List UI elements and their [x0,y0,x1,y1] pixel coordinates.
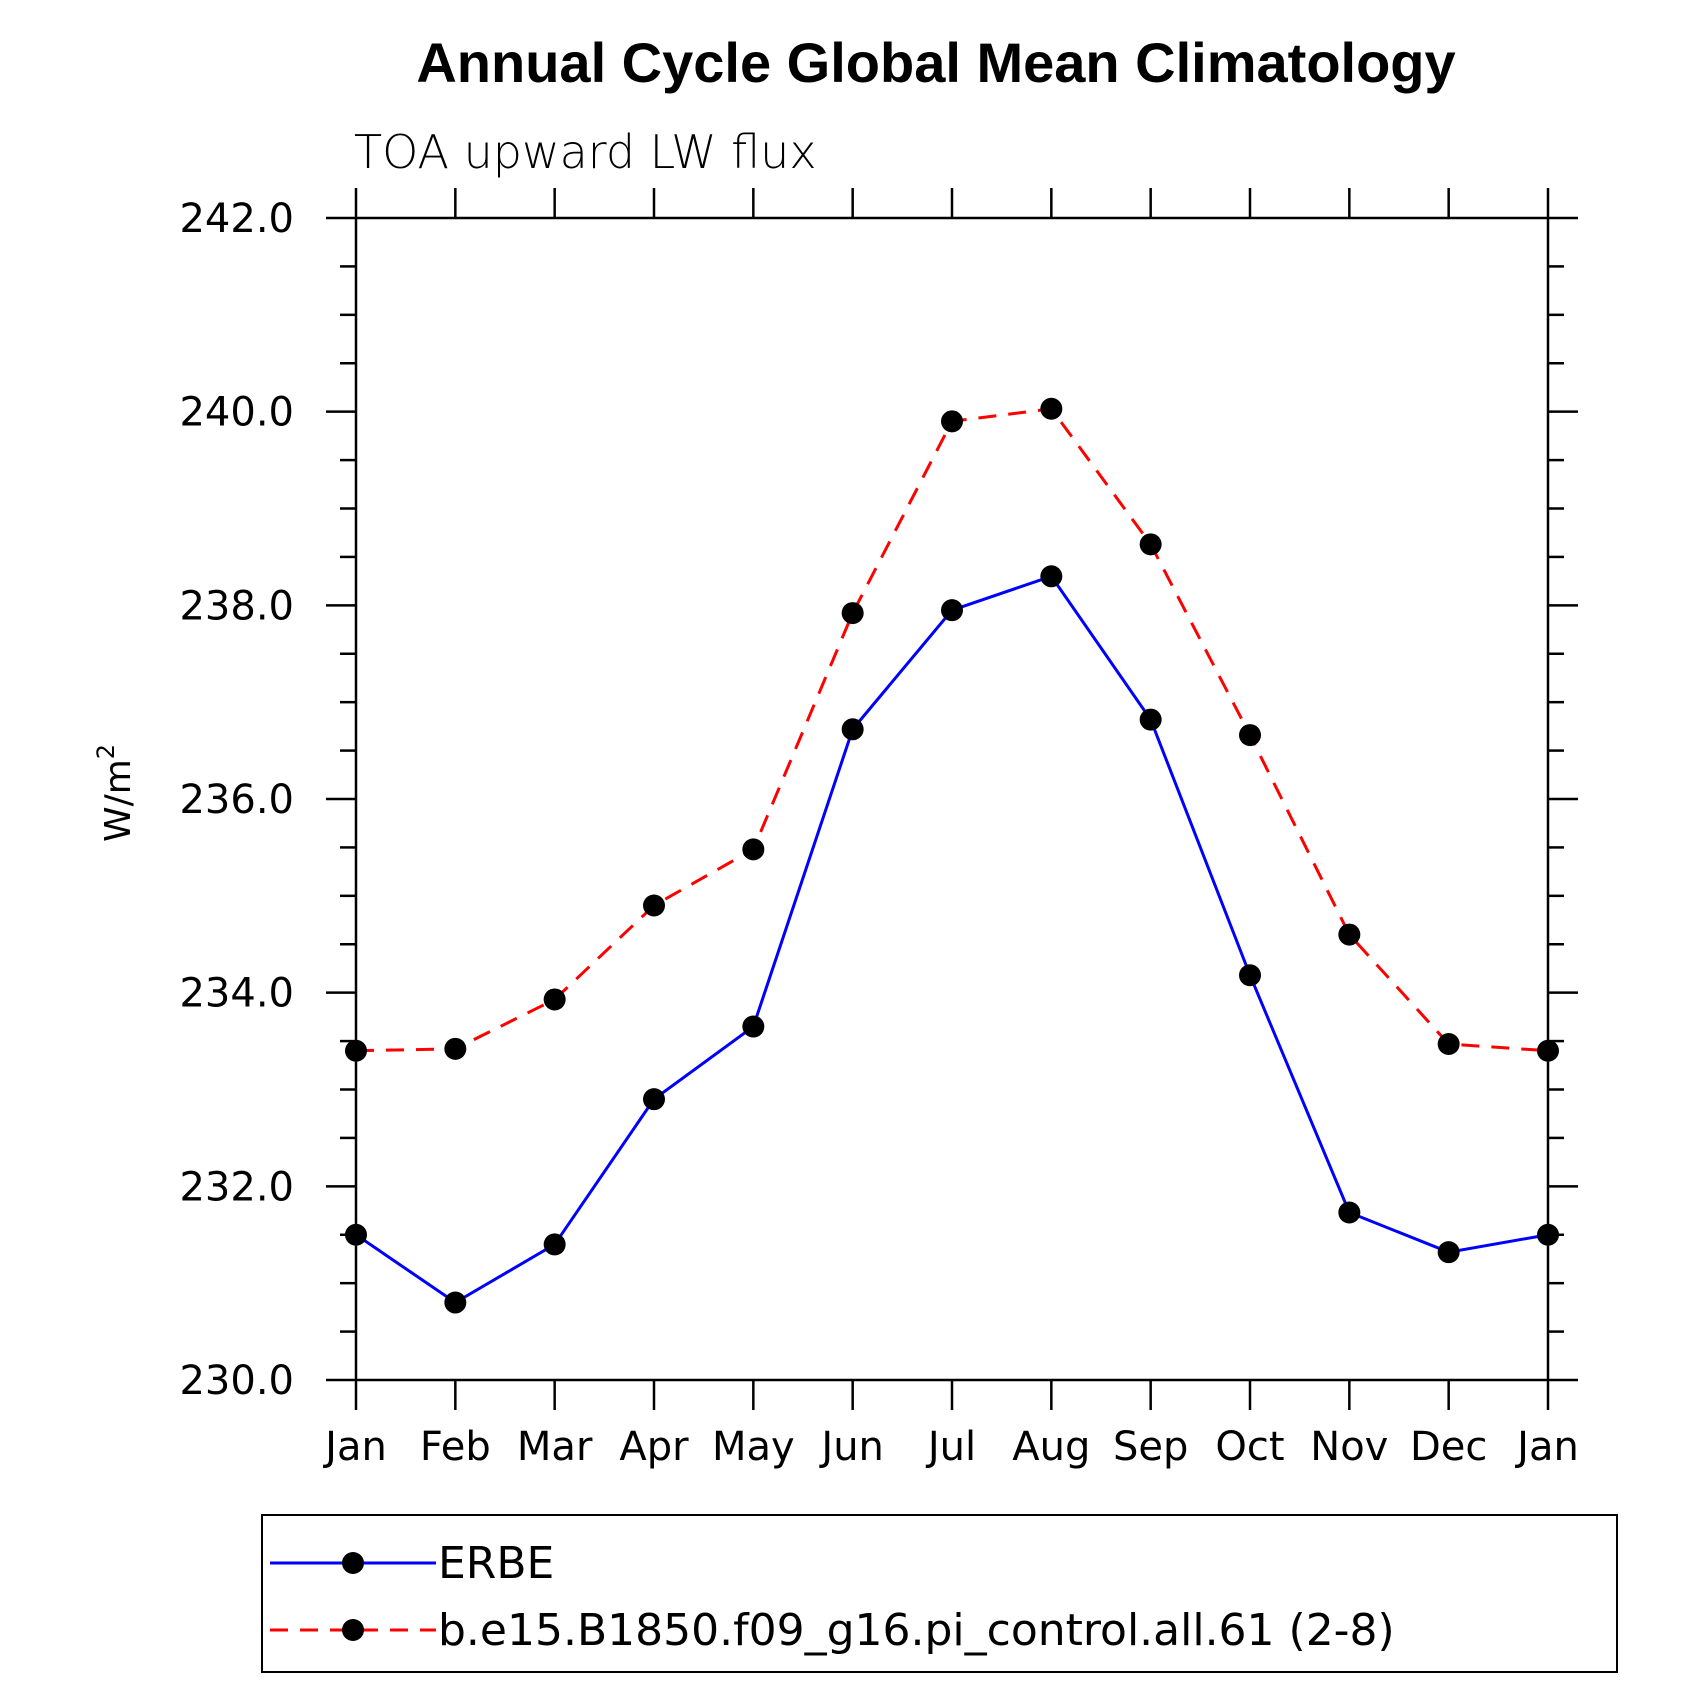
series-1-point [941,410,963,433]
x-tick-label: Dec [1410,1424,1487,1470]
series-0-point [742,1015,765,1038]
series-1-point [345,1039,367,1062]
series-0-point [1437,1241,1460,1264]
series-0-point [1338,1201,1361,1224]
plot-frame [354,216,1550,1382]
series-0-point [543,1233,566,1256]
x-tick-label: Jan [322,1424,387,1470]
series-1-point [543,988,566,1011]
x-tick-label: Feb [420,1424,491,1470]
series-layer [345,397,1559,1314]
y-tick-label: 234.0 [179,971,294,1017]
series-1-point [1139,533,1162,556]
series-0-point [1239,964,1261,987]
series-1-point [1537,1039,1559,1062]
x-tick-label: Oct [1215,1424,1284,1470]
series-1-point [1437,1032,1460,1055]
chart-subtitle: TOA upward LW flux [354,125,817,179]
y-tick-label: 232.0 [179,1164,294,1210]
x-tick-label: Jul [925,1424,976,1470]
series-0-point [1537,1223,1559,1246]
series-1-point [742,838,765,861]
series-0-point [1040,565,1063,588]
x-tick-label: Nov [1310,1424,1388,1470]
series-1-point [1040,397,1063,420]
x-tick-label: May [712,1424,795,1470]
series-1-point [444,1037,467,1060]
series-1-point [1239,724,1261,747]
y-axis-label: W/m2 [92,744,139,842]
series-1-point [841,602,864,625]
legend: ERBE b.e15.B1850.f09_g16.pi_control.all.6… [261,1514,1618,1673]
series-1-point [1338,923,1361,946]
y-tick-label: 236.0 [179,777,294,823]
series-line-0 [355,574,1549,1305]
y-tick-label: 242.0 [179,196,294,242]
y-tick-label: 230.0 [179,1358,294,1404]
series-0-point [841,718,864,741]
y-tick-label: 238.0 [179,583,294,629]
plot-axes: Jan Feb Mar Apr May Jun Jul Aug Sep Oct Nov Dec Jan 2… [179,188,1579,1470]
legend-marker-0 [342,1552,364,1574]
x-tick-label: Jan [1514,1424,1579,1470]
series-0-point [941,599,963,622]
series-1-point [643,894,665,917]
series-line-1 [355,407,1549,1053]
series-0-point [444,1291,467,1314]
series-0-point [1139,708,1162,731]
x-tick-label: Jun [818,1424,884,1470]
x-tick-label: Aug [1012,1424,1090,1470]
legend-label-1: b.e15.B1850.f09_g16.pi_control.all.61 (2… [438,1605,1395,1656]
series-0-point [643,1088,665,1111]
series-0-point [345,1223,367,1246]
y-tick-label: 240.0 [179,390,294,436]
chart-title: Annual Cycle Global Mean Climatology [416,31,1455,94]
legend-box [261,1514,1618,1673]
legend-marker-1 [342,1619,364,1641]
legend-label-0: ERBE [438,1538,554,1589]
x-tick-label: Mar [517,1424,593,1470]
x-tick-label: Apr [619,1424,689,1470]
x-tick-label: Sep [1113,1424,1188,1470]
